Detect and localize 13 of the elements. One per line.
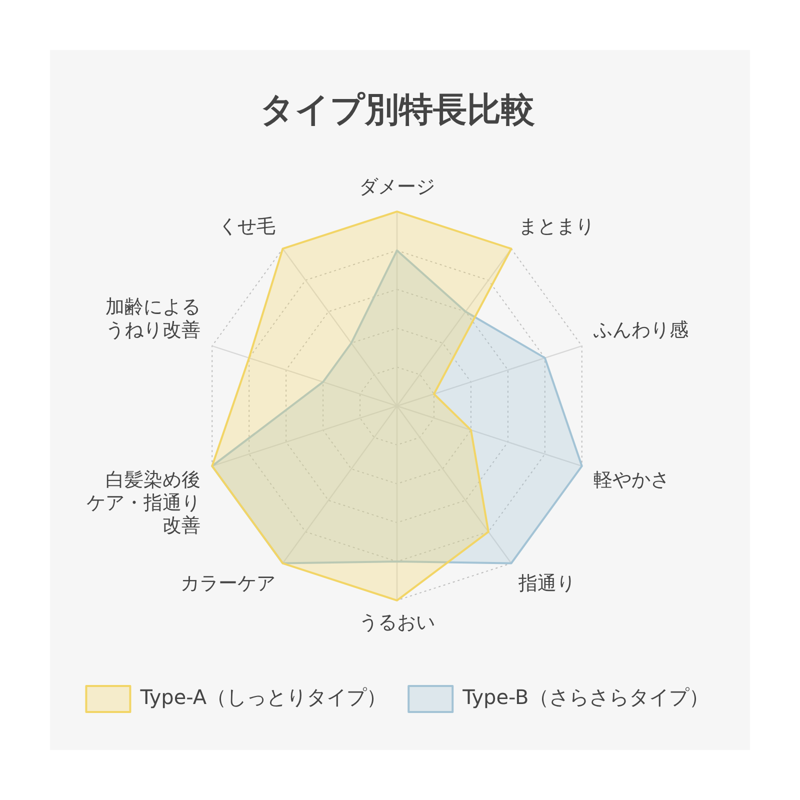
spoke-label: ダメージ bbox=[359, 176, 435, 198]
spoke-label: 加齢によるうねり改善 bbox=[106, 296, 201, 341]
legend-label: Type-B（さらさらタイプ） bbox=[462, 685, 709, 710]
spoke-label: 白髪染め後ケア・指通り改善 bbox=[86, 469, 201, 537]
spoke-label: ふんわり感 bbox=[592, 318, 688, 341]
spoke-label: くせ毛 bbox=[218, 216, 276, 238]
spoke-label: カラーケア bbox=[180, 572, 276, 594]
legend-label: Type-A（しっとりタイプ） bbox=[139, 685, 387, 710]
spoke-label: うるおい bbox=[359, 612, 435, 634]
spoke-label: まとまり bbox=[518, 216, 594, 238]
spoke-label: 指通り bbox=[517, 572, 576, 594]
chart-title: タイプ別特長比較 bbox=[260, 90, 535, 130]
spoke-label: 軽やかさ bbox=[593, 469, 670, 492]
